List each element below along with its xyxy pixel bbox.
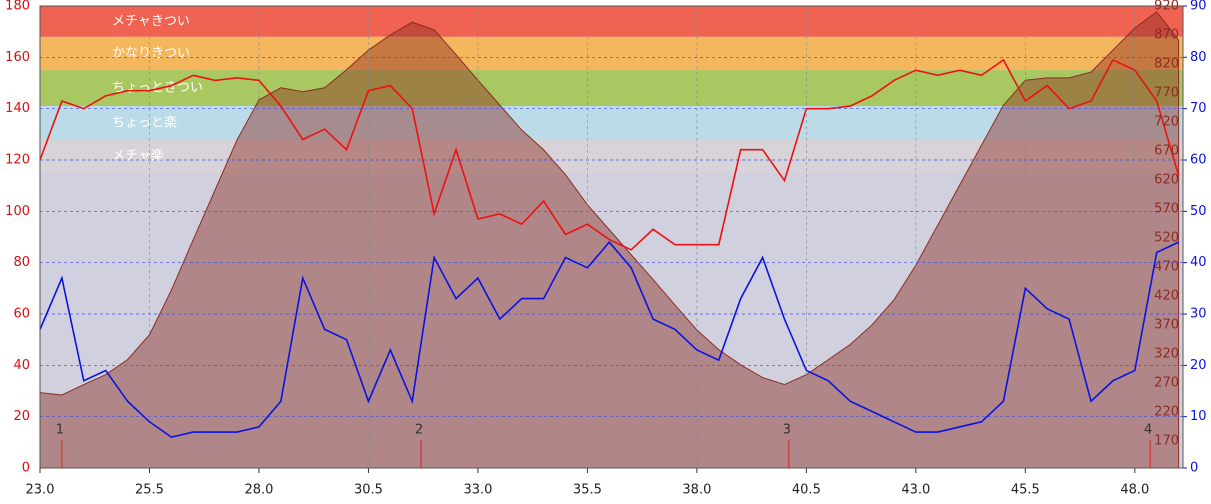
x-tick-label: 23.0: [26, 483, 55, 498]
y3-tick-label: 0: [1190, 461, 1198, 476]
y-tick-label: 20: [13, 409, 30, 424]
x-tick-label: 43.0: [901, 483, 930, 498]
y3-tick-label: 30: [1190, 307, 1207, 322]
zone-band: [40, 106, 1183, 140]
y2-tick-label: 220: [1154, 404, 1179, 419]
y-tick-label: 180: [5, 0, 30, 14]
y-tick-label: 160: [5, 50, 30, 65]
x-tick-label: 25.5: [135, 483, 164, 498]
zone-label: メチャ楽: [112, 148, 164, 164]
y-tick-label: 0: [22, 461, 30, 476]
lap-label: 3: [783, 423, 791, 438]
y3-tick-label: 40: [1190, 255, 1207, 270]
zone-band: [40, 70, 1183, 107]
y2-tick-label: 920: [1154, 0, 1179, 14]
y-tick-label: 80: [13, 255, 30, 270]
lap-label: 2: [415, 423, 423, 438]
y-tick-label: 100: [5, 204, 30, 219]
x-tick-label: 45.5: [1011, 483, 1040, 498]
y3-tick-label: 70: [1190, 101, 1207, 116]
lap-label: 4: [1144, 423, 1152, 438]
y-tick-label: 120: [5, 153, 30, 168]
plot-frame: [39, 5, 1184, 469]
y-tick-label: 60: [13, 307, 30, 322]
y2-tick-label: 420: [1154, 288, 1179, 303]
zone-label: かなりきつい: [112, 46, 190, 61]
y2-tick-label: 870: [1154, 27, 1179, 42]
series-line: [39, 240, 1179, 439]
zone-band: [40, 139, 1183, 173]
x-tick-label: 35.5: [573, 483, 602, 498]
y2-tick-label: 770: [1154, 85, 1179, 100]
y2-tick-label: 720: [1154, 114, 1179, 129]
y3-tick-label: 60: [1190, 153, 1207, 168]
zone-band: [40, 6, 1183, 37]
lap-label: 1: [56, 423, 64, 438]
zone-label: メチャきつい: [112, 14, 190, 29]
y-tick-label: 40: [13, 358, 30, 373]
x-tick-label: 40.5: [792, 483, 821, 498]
y3-tick-label: 50: [1190, 204, 1207, 219]
y2-tick-label: 370: [1154, 317, 1179, 332]
y3-tick-label: 20: [1190, 358, 1207, 373]
x-tick-label: 30.5: [354, 483, 383, 498]
series-line: [39, 58, 1180, 251]
x-tick-label: 48.0: [1120, 483, 1149, 498]
y2-tick-label: 670: [1154, 143, 1179, 158]
y3-tick-label: 10: [1190, 409, 1207, 424]
y2-tick-label: 520: [1154, 230, 1179, 245]
zone-band: [40, 36, 1183, 71]
y2-tick-label: 570: [1154, 201, 1179, 216]
x-tick-label: 28.0: [244, 483, 273, 498]
x-tick-label: 33.0: [463, 483, 492, 498]
y2-tick-label: 320: [1154, 346, 1179, 361]
y3-tick-label: 80: [1190, 50, 1207, 65]
zone-label: ちょっと楽: [112, 114, 177, 130]
x-tick-label: 38.0: [682, 483, 711, 498]
y2-tick-label: 270: [1154, 375, 1179, 390]
y2-tick-label: 470: [1154, 259, 1179, 274]
y2-tick-label: 620: [1154, 172, 1179, 187]
y2-tick-label: 820: [1154, 56, 1179, 71]
y3-tick-label: 90: [1190, 0, 1207, 14]
y-tick-label: 140: [5, 101, 30, 116]
y2-tick-label: 170: [1154, 433, 1179, 448]
